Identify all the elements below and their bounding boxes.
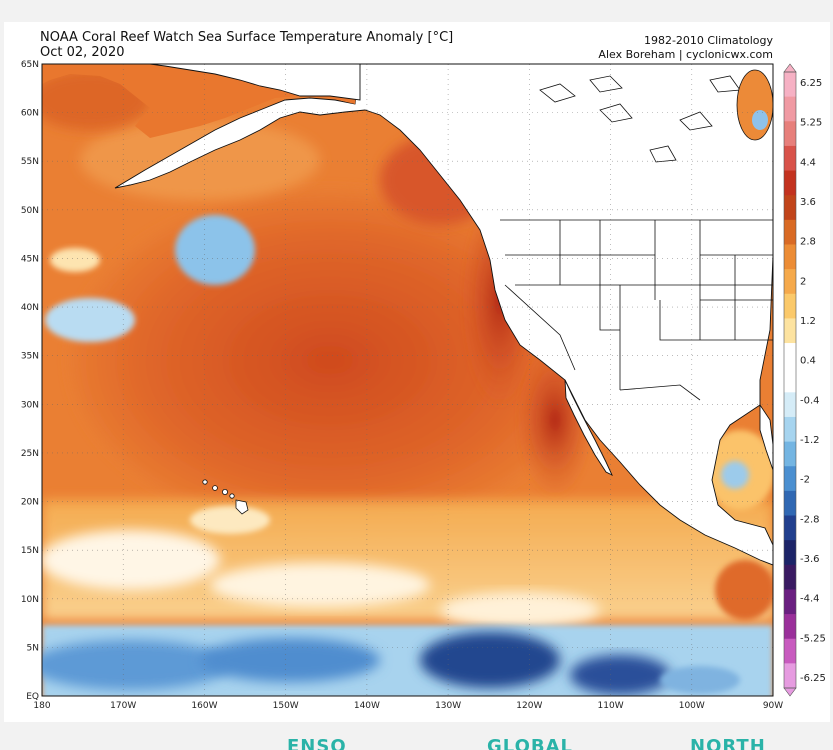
colorbar-swatch xyxy=(784,466,796,492)
colorbar-swatch xyxy=(784,540,796,566)
colorbar-tick-label: -6.25 xyxy=(800,673,826,684)
colorbar-swatch xyxy=(784,318,796,344)
colorbar-swatch xyxy=(784,219,796,245)
colorbar-swatch xyxy=(784,269,796,295)
lat-tick-label: 45N xyxy=(21,254,39,264)
tab-global[interactable]: GLOBAL xyxy=(487,738,574,750)
colorbar-tick-label: 0.4 xyxy=(800,356,816,367)
lon-tick-label: 150W xyxy=(273,701,299,711)
state-borders xyxy=(500,219,773,401)
colorbar-tick-label: 6.25 xyxy=(800,78,822,89)
lon-tick-label: 160W xyxy=(191,701,217,711)
colorbar-tick-label: 2.8 xyxy=(800,237,816,248)
colorbar-swatch xyxy=(784,515,796,541)
north-america-land xyxy=(114,64,773,566)
lon-tick-label: 100W xyxy=(679,701,705,711)
colorbar xyxy=(783,63,797,697)
map-date: Oct 02, 2020 xyxy=(40,45,125,60)
colorbar-swatch xyxy=(784,416,796,443)
colorbar-swatch xyxy=(784,121,796,147)
colorbar-swatch xyxy=(784,441,796,467)
lat-tick-label: 50N xyxy=(21,206,39,216)
colorbar-tick-label: -4.4 xyxy=(800,594,820,605)
colorbar-tick-label: 2 xyxy=(800,276,806,287)
colorbar-swatch xyxy=(784,392,796,418)
lat-tick-label: 30N xyxy=(21,400,39,410)
lon-tick-label: 170W xyxy=(110,701,136,711)
hawaii-islands xyxy=(202,479,249,515)
lat-tick-label: 25N xyxy=(21,449,39,459)
latitude-axis: 65N 60N 55N 50N 45N 40N 35N 30N 25N 20N 15N 10N 5N EQ xyxy=(21,60,39,702)
lat-tick-label: 20N xyxy=(21,498,39,508)
colorbar-tick-label: -2.8 xyxy=(800,514,820,525)
climatology-label: 1982-2010 Climatology xyxy=(643,34,773,47)
colorbar-tick-label: 1.2 xyxy=(800,316,816,327)
colorbar-swatch xyxy=(784,96,796,122)
lat-tick-label: 5N xyxy=(27,643,39,653)
colorbar-swatch xyxy=(784,638,796,664)
lon-tick-label: 110W xyxy=(598,701,624,711)
colorbar-min-arrow xyxy=(783,687,797,697)
lat-tick-label: 65N xyxy=(21,60,39,70)
colorbar-tick-label: -0.4 xyxy=(800,395,820,406)
colorbar-swatch xyxy=(784,72,796,98)
lat-tick-label: 60N xyxy=(21,109,39,119)
credit-label: Alex Boreham | cyclonicwx.com xyxy=(598,48,773,61)
colorbar-tick-label: 3.6 xyxy=(800,197,816,208)
colorbar-swatch xyxy=(784,170,796,196)
colorbar-swatch xyxy=(784,145,796,172)
colorbar-tick-label: -1.2 xyxy=(800,435,820,446)
lat-tick-label: 15N xyxy=(21,546,39,556)
bottom-tabs: ENSO GLOBAL NORTH xyxy=(0,738,833,750)
colorbar-swatch xyxy=(784,663,796,689)
colorbar-swatch xyxy=(784,490,796,517)
lat-tick-label: EQ xyxy=(26,692,39,702)
colorbar-max-arrow xyxy=(783,63,797,73)
colorbar-tick-label: -5.25 xyxy=(800,633,826,644)
colorbar-swatch xyxy=(784,343,796,369)
colorbar-swatch xyxy=(784,195,796,221)
colorbar-swatch xyxy=(784,564,796,590)
colorbar-tick-label: 4.4 xyxy=(800,157,816,168)
arctic-islands xyxy=(539,75,741,163)
tab-north[interactable]: NORTH xyxy=(690,738,766,750)
colorbar-swatch xyxy=(784,589,796,615)
lon-tick-label: 90W xyxy=(763,701,783,711)
lat-tick-label: 10N xyxy=(21,595,39,605)
colorbar-swatch xyxy=(784,244,796,270)
lon-tick-label: 120W xyxy=(516,701,542,711)
longitude-axis: 180 170W 160W 150W 140W 130W 120W 110W 100W 90W xyxy=(33,701,783,711)
lat-tick-label: 40N xyxy=(21,303,39,313)
lat-tick-label: 55N xyxy=(21,157,39,167)
lat-tick-label: 35N xyxy=(21,352,39,362)
colorbar-labels: 6.25 5.25 4.4 3.6 2.8 2 1.2 0.4 -0.4 -1.2 -2 -2.8 -3… xyxy=(800,78,826,684)
colorbar-swatch xyxy=(784,293,796,319)
lon-tick-label: 140W xyxy=(354,701,380,711)
lon-tick-label: 180 xyxy=(33,701,50,711)
colorbar-tick-label: -2 xyxy=(800,475,810,486)
colorbar-tick-label: -3.6 xyxy=(800,554,820,565)
baja-california xyxy=(564,379,613,476)
map-title: NOAA Coral Reef Watch Sea Surface Temper… xyxy=(40,30,454,45)
tab-enso[interactable]: ENSO xyxy=(287,738,347,750)
colorbar-swatch xyxy=(784,367,796,393)
colorbar-tick-label: 5.25 xyxy=(800,118,822,129)
lon-tick-label: 130W xyxy=(435,701,461,711)
colorbar-swatch xyxy=(784,614,796,640)
sst-field xyxy=(42,64,773,696)
